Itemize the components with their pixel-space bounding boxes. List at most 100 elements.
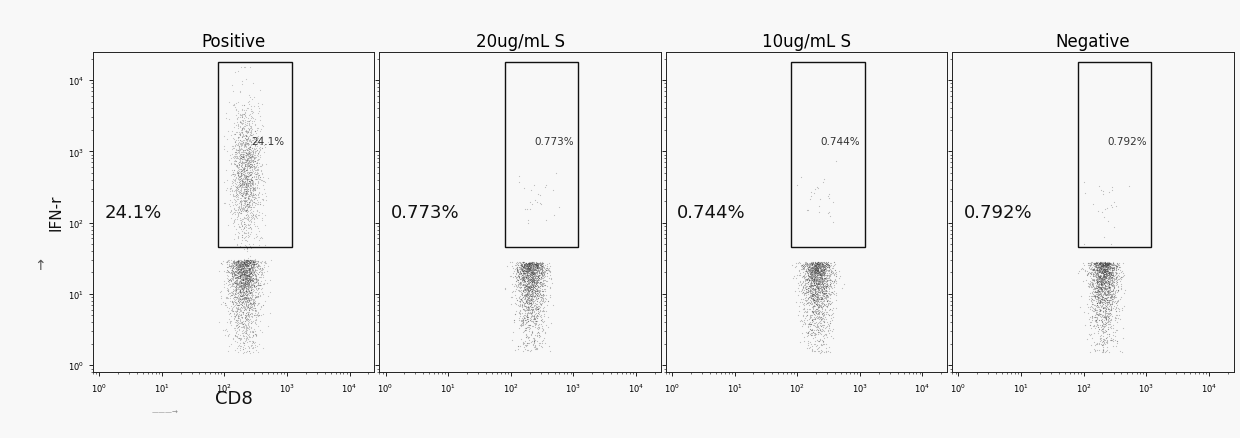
Point [255, 277, 275, 284]
Point [1107, 338, 1127, 345]
Point [510, 173, 529, 180]
Point [1094, 265, 1114, 272]
Point [243, 157, 263, 164]
Point [237, 162, 257, 170]
Point [239, 155, 259, 162]
Point [1086, 289, 1106, 296]
Point [1084, 265, 1104, 272]
Point [236, 344, 255, 351]
Point [510, 274, 529, 281]
Point [241, 266, 260, 273]
Point [237, 260, 257, 267]
Point [528, 295, 548, 302]
Point [237, 270, 257, 277]
Point [234, 268, 254, 276]
Point [805, 265, 825, 272]
Point [1092, 284, 1112, 291]
Point [226, 293, 246, 300]
Point [232, 313, 252, 320]
Point [231, 318, 250, 325]
Point [797, 264, 817, 271]
Point [1094, 266, 1114, 273]
Point [239, 347, 259, 354]
Point [252, 268, 272, 276]
Point [237, 180, 257, 187]
Point [1095, 276, 1115, 283]
Point [528, 309, 548, 316]
Point [507, 265, 527, 272]
Point [527, 275, 547, 282]
Point [1112, 324, 1132, 331]
Point [531, 343, 551, 350]
Point [239, 150, 259, 157]
Point [802, 334, 822, 341]
Point [1092, 262, 1112, 269]
Point [807, 260, 827, 267]
Point [805, 271, 825, 278]
Point [1083, 293, 1102, 300]
Point [811, 298, 831, 305]
Point [238, 302, 258, 309]
Point [1095, 268, 1115, 275]
Point [1091, 281, 1111, 288]
Point [246, 332, 265, 339]
Point [1074, 309, 1094, 316]
Point [1099, 288, 1118, 295]
Point [249, 263, 269, 270]
Point [1104, 272, 1123, 279]
Point [811, 296, 831, 303]
Point [539, 272, 559, 279]
Point [797, 265, 817, 272]
Point [1085, 285, 1105, 292]
Point [1097, 267, 1117, 274]
Point [1086, 277, 1106, 284]
Point [1095, 291, 1115, 298]
Point [246, 191, 265, 198]
Point [238, 155, 258, 162]
Point [232, 115, 252, 122]
Point [227, 174, 247, 181]
Point [231, 293, 250, 300]
Point [801, 282, 821, 289]
Point [508, 282, 528, 289]
Point [521, 260, 541, 267]
Point [518, 284, 538, 291]
Point [1096, 266, 1116, 273]
Point [229, 131, 249, 138]
Point [1087, 264, 1107, 271]
Point [1095, 259, 1115, 266]
Point [1089, 267, 1109, 274]
Point [244, 328, 264, 335]
Point [233, 268, 253, 275]
Point [236, 257, 255, 264]
Point [525, 308, 544, 315]
Point [506, 262, 526, 269]
Point [254, 141, 274, 148]
Point [821, 277, 841, 284]
Point [507, 268, 527, 275]
Point [228, 331, 248, 338]
Point [232, 304, 252, 311]
Point [812, 284, 832, 291]
Point [518, 286, 538, 293]
Point [1096, 302, 1116, 309]
Point [521, 285, 541, 292]
Point [1083, 271, 1102, 278]
Point [236, 198, 255, 205]
Point [223, 288, 243, 295]
Point [236, 324, 255, 331]
Point [238, 151, 258, 158]
Point [522, 261, 542, 268]
Point [539, 347, 559, 354]
Point [241, 155, 260, 162]
Point [239, 172, 259, 179]
Point [517, 263, 537, 270]
Point [802, 300, 822, 307]
Point [521, 279, 541, 286]
Point [242, 303, 262, 310]
Point [511, 307, 531, 314]
Point [239, 184, 259, 191]
Point [813, 293, 833, 300]
Point [238, 302, 258, 309]
Point [231, 187, 250, 194]
